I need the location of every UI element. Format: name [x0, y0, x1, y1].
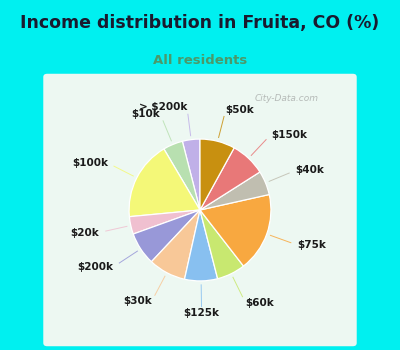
- Text: > $200k: > $200k: [139, 102, 187, 112]
- Wedge shape: [133, 210, 200, 262]
- Text: All residents: All residents: [153, 54, 247, 67]
- Wedge shape: [129, 149, 200, 217]
- Text: $150k: $150k: [271, 130, 307, 140]
- Text: Income distribution in Fruita, CO (%): Income distribution in Fruita, CO (%): [20, 14, 380, 32]
- Wedge shape: [184, 210, 218, 281]
- Text: $20k: $20k: [70, 228, 99, 238]
- Wedge shape: [200, 172, 269, 210]
- Text: $10k: $10k: [132, 110, 160, 119]
- Text: $30k: $30k: [123, 296, 152, 306]
- Wedge shape: [182, 139, 200, 210]
- Text: City-Data.com: City-Data.com: [255, 94, 319, 103]
- Text: $100k: $100k: [72, 158, 108, 168]
- Wedge shape: [200, 148, 260, 210]
- Wedge shape: [200, 139, 234, 210]
- Wedge shape: [200, 210, 244, 279]
- Text: $50k: $50k: [226, 105, 254, 115]
- Text: $75k: $75k: [297, 240, 326, 250]
- Text: $60k: $60k: [246, 298, 274, 308]
- Wedge shape: [152, 210, 200, 279]
- Wedge shape: [129, 210, 200, 234]
- FancyBboxPatch shape: [41, 72, 359, 348]
- Wedge shape: [200, 195, 271, 266]
- Text: $125k: $125k: [184, 308, 220, 319]
- Text: $200k: $200k: [78, 262, 114, 272]
- Wedge shape: [164, 141, 200, 210]
- Text: $40k: $40k: [296, 166, 324, 175]
